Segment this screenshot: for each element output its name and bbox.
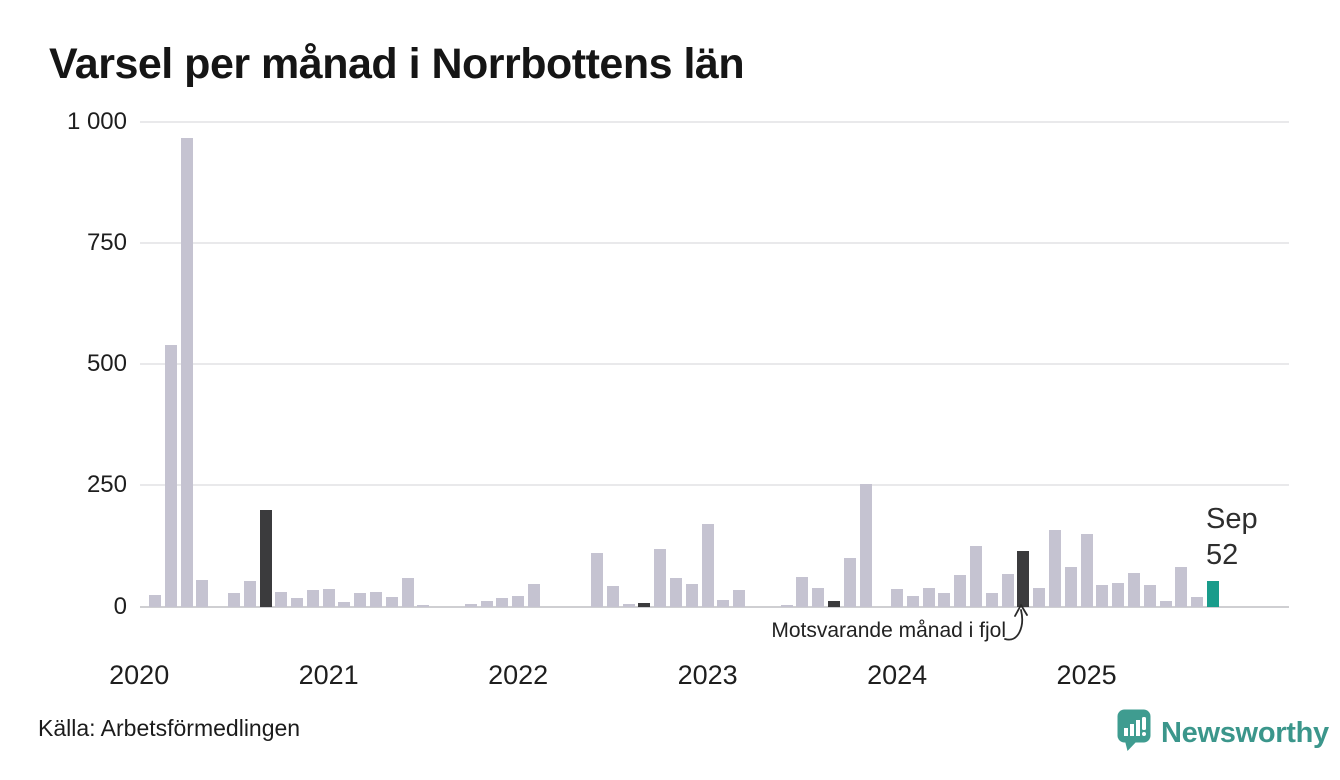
bar-2024-06 — [970, 546, 983, 607]
bar-2021-05 — [385, 596, 398, 607]
bar-2025-07 — [1175, 566, 1188, 607]
bar-2020-10 — [275, 592, 288, 607]
bar-2020-11 — [291, 598, 304, 607]
bar-2022-11 — [670, 577, 683, 607]
gridline-1000 — [140, 120, 1289, 123]
bar-2024-01 — [891, 589, 904, 607]
bar-2024-08 — [1001, 573, 1014, 607]
y-axis-tick-label: 750 — [86, 228, 127, 256]
gridline-0 — [140, 605, 1289, 608]
bar-2020-03 — [164, 344, 177, 607]
latest-value-text: 52 — [1206, 539, 1239, 571]
bar-2024-11 — [1049, 530, 1062, 607]
bar-2020-08 — [243, 580, 256, 607]
bar-2025-05 — [1143, 584, 1156, 607]
bar-2025-01 — [1080, 533, 1093, 607]
x-axis-year-label-2020: 2020 — [109, 660, 170, 690]
bar-2024-02 — [906, 596, 919, 607]
bar-2022-09 — [638, 602, 651, 607]
bar-2023-09 — [827, 600, 840, 607]
bar-2025-04 — [1127, 572, 1140, 607]
y-axis-tick-label: 250 — [86, 471, 127, 499]
bar-2020-04 — [180, 137, 193, 607]
annotation-label: Motsvarande månad i fjol — [771, 619, 1006, 642]
latest-value-label: Sep 52 — [1206, 501, 1258, 573]
bar-2023-08 — [812, 588, 825, 607]
newsworthy-pin-icon — [1117, 709, 1151, 757]
bar-2025-06 — [1159, 600, 1172, 607]
bar-2022-12 — [685, 583, 698, 607]
bar-2024-10 — [1033, 587, 1046, 607]
bar-2022-06 — [591, 553, 604, 607]
bar-2020-09 — [259, 509, 272, 607]
x-axis-year-label-2021: 2021 — [298, 660, 359, 690]
bar-2023-01 — [701, 524, 714, 607]
bar-2022-10 — [654, 548, 667, 607]
x-axis-year-label-2022: 2022 — [488, 660, 549, 690]
bar-2023-06 — [780, 604, 793, 607]
x-axis-year-label-2024: 2024 — [867, 660, 928, 690]
bar-2020-05 — [196, 580, 209, 607]
brand-logo: Newsworthy — [1117, 709, 1329, 757]
bar-2025-02 — [1096, 585, 1109, 607]
y-axis-tick-label: 0 — [113, 592, 127, 620]
chart-title: Varsel per månad i Norrbottens län — [49, 40, 745, 88]
bar-2020-07 — [227, 593, 240, 607]
bar-2023-11 — [859, 484, 872, 607]
bar-2021-02 — [338, 601, 351, 607]
bar-2024-07 — [985, 593, 998, 607]
bar-2024-09 — [1017, 550, 1030, 607]
bar-2022-01 — [512, 596, 525, 607]
gridline-750 — [140, 241, 1289, 244]
bar-2023-10 — [843, 558, 856, 607]
bar-2023-02 — [717, 599, 730, 607]
annotation-arrow-icon — [1004, 599, 1030, 645]
bar-2025-08 — [1191, 597, 1204, 607]
x-axis-year-label-2025: 2025 — [1056, 660, 1117, 690]
gridline-500 — [140, 363, 1289, 366]
bar-2025-09 — [1206, 581, 1219, 607]
source-label: Källa: Arbetsförmedlingen — [38, 715, 301, 741]
x-axis-year-label-2023: 2023 — [677, 660, 738, 690]
bar-2024-03 — [922, 588, 935, 607]
bar-2023-03 — [733, 590, 746, 607]
bar-2021-11 — [480, 600, 493, 607]
bar-2024-05 — [954, 574, 967, 607]
bar-2021-06 — [401, 577, 414, 607]
bar-2025-03 — [1112, 583, 1125, 607]
bar-2021-04 — [370, 591, 383, 607]
bar-2021-03 — [354, 592, 367, 607]
bar-2021-07 — [417, 604, 430, 607]
brand-name: Newsworthy — [1161, 716, 1329, 749]
bar-2020-02 — [148, 594, 161, 607]
bar-2022-02 — [527, 583, 540, 607]
y-axis-tick-label: 500 — [86, 350, 127, 378]
bar-2020-12 — [306, 590, 319, 607]
bar-2021-10 — [464, 603, 477, 607]
bar-2024-04 — [938, 592, 951, 607]
bar-2023-07 — [796, 576, 809, 607]
y-axis-tick-label: 1 000 — [66, 107, 127, 135]
gridline-250 — [140, 484, 1289, 487]
bar-2021-01 — [322, 589, 335, 607]
bar-2021-12 — [496, 598, 509, 607]
bar-2024-12 — [1064, 567, 1077, 607]
bar-2022-07 — [606, 585, 619, 607]
latest-month-text: Sep — [1206, 503, 1258, 535]
bar-2022-08 — [622, 603, 635, 607]
